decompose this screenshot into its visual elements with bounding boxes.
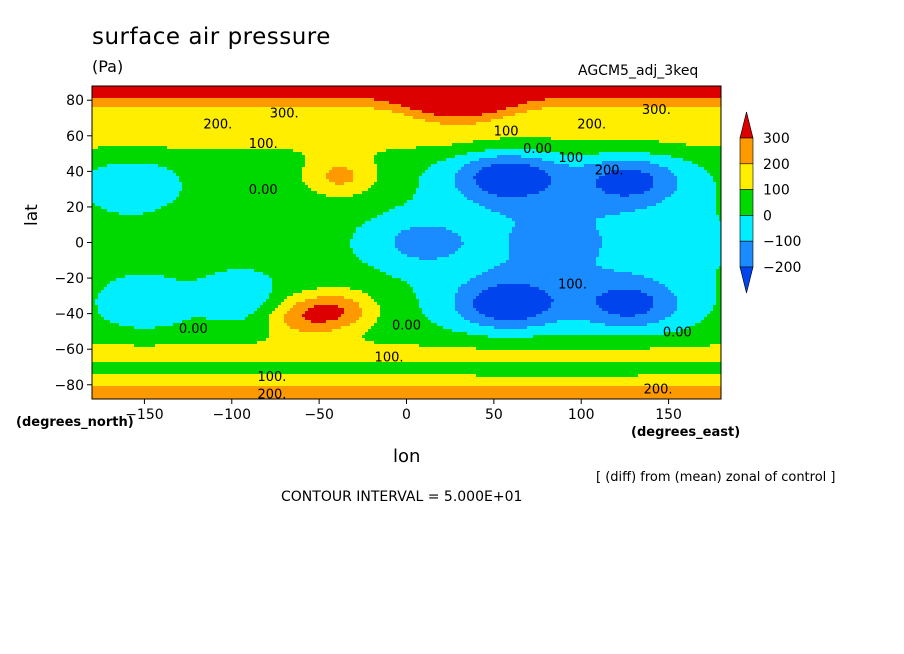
- pressure-field: [92, 86, 723, 402]
